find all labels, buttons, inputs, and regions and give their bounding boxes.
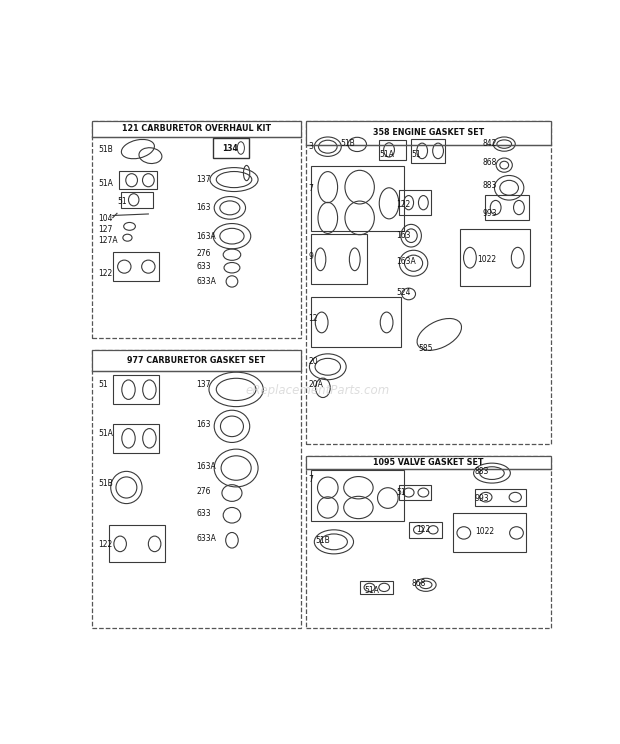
Text: 633A: 633A: [197, 278, 216, 286]
Text: 842: 842: [482, 139, 497, 148]
Bar: [475, 489, 526, 506]
Bar: [360, 580, 392, 594]
Text: 1022: 1022: [475, 527, 494, 536]
Text: 51: 51: [117, 197, 126, 206]
Bar: [311, 234, 367, 284]
Bar: [121, 191, 153, 208]
Bar: [409, 522, 441, 538]
Text: 51: 51: [98, 380, 108, 389]
Text: 163A: 163A: [197, 462, 216, 471]
Text: eReplacementParts.com: eReplacementParts.com: [246, 384, 390, 397]
Bar: [485, 195, 529, 219]
Text: 883: 883: [482, 181, 497, 190]
Bar: [306, 456, 551, 628]
Text: 633: 633: [197, 510, 211, 519]
Text: 163: 163: [197, 420, 211, 429]
Text: 163: 163: [197, 203, 211, 212]
Bar: [379, 140, 406, 160]
Text: 633A: 633A: [197, 534, 216, 543]
Text: 868: 868: [411, 580, 425, 589]
Bar: [306, 456, 551, 469]
Text: 137: 137: [197, 175, 211, 184]
Text: 883: 883: [475, 467, 489, 476]
Text: 3: 3: [308, 142, 313, 151]
Bar: [119, 171, 157, 190]
Bar: [113, 423, 159, 453]
Text: 122: 122: [98, 540, 112, 549]
Bar: [311, 297, 401, 347]
Text: 12: 12: [308, 314, 317, 323]
Text: 633: 633: [197, 262, 211, 271]
Bar: [92, 350, 301, 628]
Text: 993: 993: [482, 208, 497, 217]
Text: 134: 134: [222, 144, 238, 153]
Text: 137: 137: [197, 380, 211, 389]
Text: 20: 20: [308, 357, 318, 367]
Text: 1022: 1022: [477, 255, 497, 264]
Text: 51: 51: [396, 487, 406, 496]
Bar: [311, 469, 404, 522]
Text: 122: 122: [396, 200, 410, 210]
Bar: [453, 513, 526, 552]
Bar: [306, 121, 551, 444]
Text: 868: 868: [482, 158, 497, 167]
Text: 127: 127: [98, 225, 113, 234]
Bar: [92, 350, 301, 371]
Text: 51: 51: [411, 150, 421, 159]
Text: 977 CARBURETOR GASKET SET: 977 CARBURETOR GASKET SET: [127, 356, 265, 365]
Text: 9: 9: [308, 252, 313, 261]
Bar: [399, 190, 431, 215]
Text: 51B: 51B: [316, 536, 330, 545]
Text: 1095 VALVE GASKET SET: 1095 VALVE GASKET SET: [373, 458, 484, 467]
Text: 51B: 51B: [98, 144, 113, 153]
Bar: [460, 229, 530, 286]
Text: 276: 276: [197, 487, 211, 496]
Text: 163: 163: [396, 231, 411, 240]
Bar: [92, 121, 301, 137]
Text: 20A: 20A: [308, 380, 323, 389]
Text: 993: 993: [475, 493, 489, 502]
Bar: [306, 121, 551, 145]
Text: 7: 7: [308, 475, 313, 484]
Text: 51B: 51B: [340, 139, 355, 148]
Text: 51B: 51B: [98, 479, 113, 488]
Bar: [411, 138, 445, 163]
Text: 51A: 51A: [98, 429, 113, 437]
Bar: [213, 138, 249, 158]
Bar: [113, 375, 159, 404]
Text: 104: 104: [98, 214, 113, 223]
Text: 122: 122: [98, 269, 112, 278]
Bar: [399, 485, 431, 500]
Bar: [311, 166, 404, 231]
Bar: [113, 252, 159, 280]
Text: 7: 7: [308, 185, 313, 193]
Text: 524: 524: [396, 288, 411, 297]
Text: 51A: 51A: [98, 179, 113, 188]
Text: 163A: 163A: [396, 257, 416, 266]
Text: 51A: 51A: [365, 586, 379, 595]
Text: 276: 276: [197, 249, 211, 258]
Bar: [92, 121, 301, 339]
Text: 358 ENGINE GASKET SET: 358 ENGINE GASKET SET: [373, 129, 484, 138]
Text: 121 CARBURETOR OVERHAUL KIT: 121 CARBURETOR OVERHAUL KIT: [122, 124, 271, 133]
Text: 163A: 163A: [197, 231, 216, 240]
Text: 127A: 127A: [98, 236, 118, 245]
Text: 51A: 51A: [379, 150, 394, 159]
Text: 122: 122: [416, 525, 430, 534]
Text: 585: 585: [418, 344, 433, 353]
Bar: [108, 525, 165, 562]
